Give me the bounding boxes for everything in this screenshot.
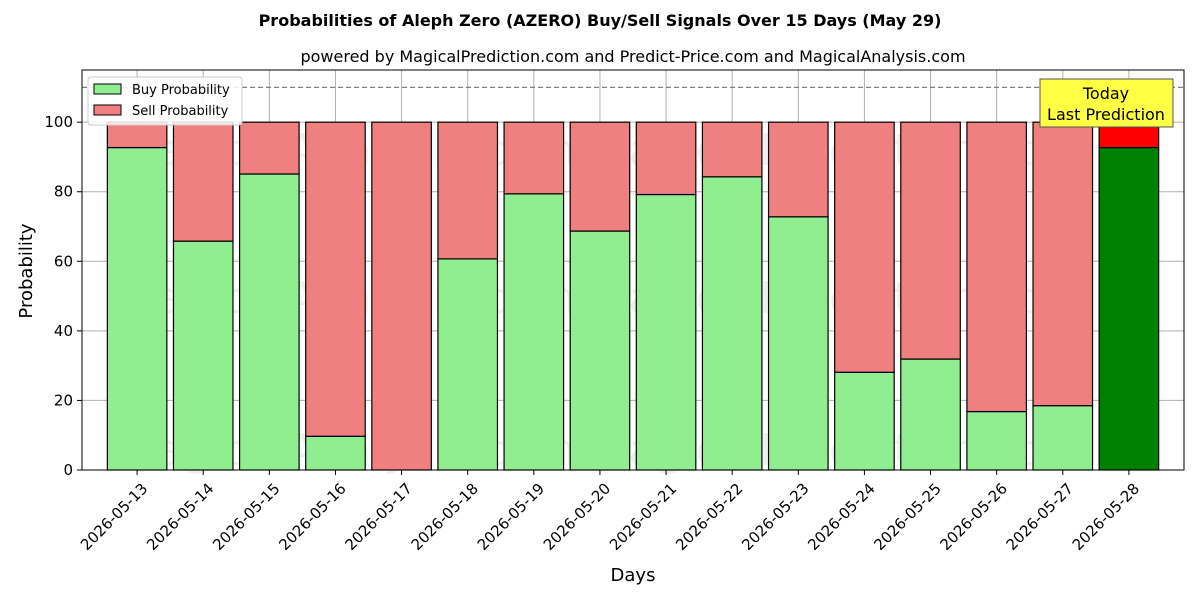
buy-bar bbox=[701, 176, 763, 471]
legend-label: Buy Probability bbox=[132, 83, 230, 98]
buy-bar bbox=[635, 193, 697, 471]
buy-bar bbox=[966, 410, 1028, 471]
sell-bar bbox=[106, 121, 168, 149]
plot-frame bbox=[81, 69, 1185, 471]
y-tick-label: 0 bbox=[63, 461, 73, 479]
chart-title: Probabilities of Aleph Zero (AZERO) Buy/… bbox=[259, 11, 942, 30]
buy-bar bbox=[305, 435, 366, 471]
y-tick-label: 20 bbox=[54, 391, 73, 409]
annotation-line-2: Last Prediction bbox=[1047, 105, 1165, 124]
buy-bar bbox=[767, 216, 829, 471]
buy-bar bbox=[503, 193, 565, 471]
legend: Buy Probability Sell Probability bbox=[87, 76, 243, 126]
sell-bar bbox=[238, 121, 300, 175]
sell-bar bbox=[1032, 121, 1094, 407]
bars-layer bbox=[106, 121, 1160, 471]
sell-bar bbox=[305, 121, 366, 437]
sell-bar bbox=[767, 121, 829, 218]
annotation-line-1: Today bbox=[1082, 84, 1129, 103]
sell-bar bbox=[966, 121, 1028, 413]
buy-bar bbox=[238, 173, 300, 471]
x-axis-label: Days bbox=[611, 565, 656, 586]
buy-bar bbox=[834, 371, 895, 471]
y-tick-label: 40 bbox=[54, 322, 73, 340]
buy-bar bbox=[569, 230, 631, 471]
y-tick-label: 80 bbox=[54, 183, 73, 201]
legend-box bbox=[87, 76, 243, 126]
buy-bar bbox=[1098, 146, 1160, 471]
sell-bar bbox=[371, 121, 432, 471]
y-tick-label: 100 bbox=[44, 113, 73, 131]
y-axis-label: Probability bbox=[16, 223, 37, 318]
sell-bar bbox=[635, 121, 697, 196]
buy-bar bbox=[1032, 405, 1094, 471]
legend-swatch bbox=[93, 104, 122, 116]
annotation-box bbox=[1039, 78, 1174, 128]
legend-label: Sell Probability bbox=[132, 104, 229, 119]
y-tick-label: 60 bbox=[54, 252, 73, 270]
today-annotation: Today Last Prediction bbox=[1039, 78, 1174, 128]
sell-bar bbox=[834, 121, 895, 373]
buy-bar bbox=[900, 358, 961, 471]
legend-swatch bbox=[93, 83, 122, 95]
buy-bar bbox=[172, 240, 234, 471]
sell-bar bbox=[569, 121, 631, 232]
sell-bar bbox=[701, 121, 763, 178]
sell-bar bbox=[437, 121, 499, 260]
sell-bar bbox=[172, 121, 234, 242]
chart-subtitle: powered by MagicalPrediction.com and Pre… bbox=[300, 47, 965, 66]
buy-bar bbox=[437, 258, 499, 471]
sell-bar bbox=[503, 121, 565, 195]
sell-bar bbox=[900, 121, 961, 360]
buy-bar bbox=[106, 146, 168, 471]
